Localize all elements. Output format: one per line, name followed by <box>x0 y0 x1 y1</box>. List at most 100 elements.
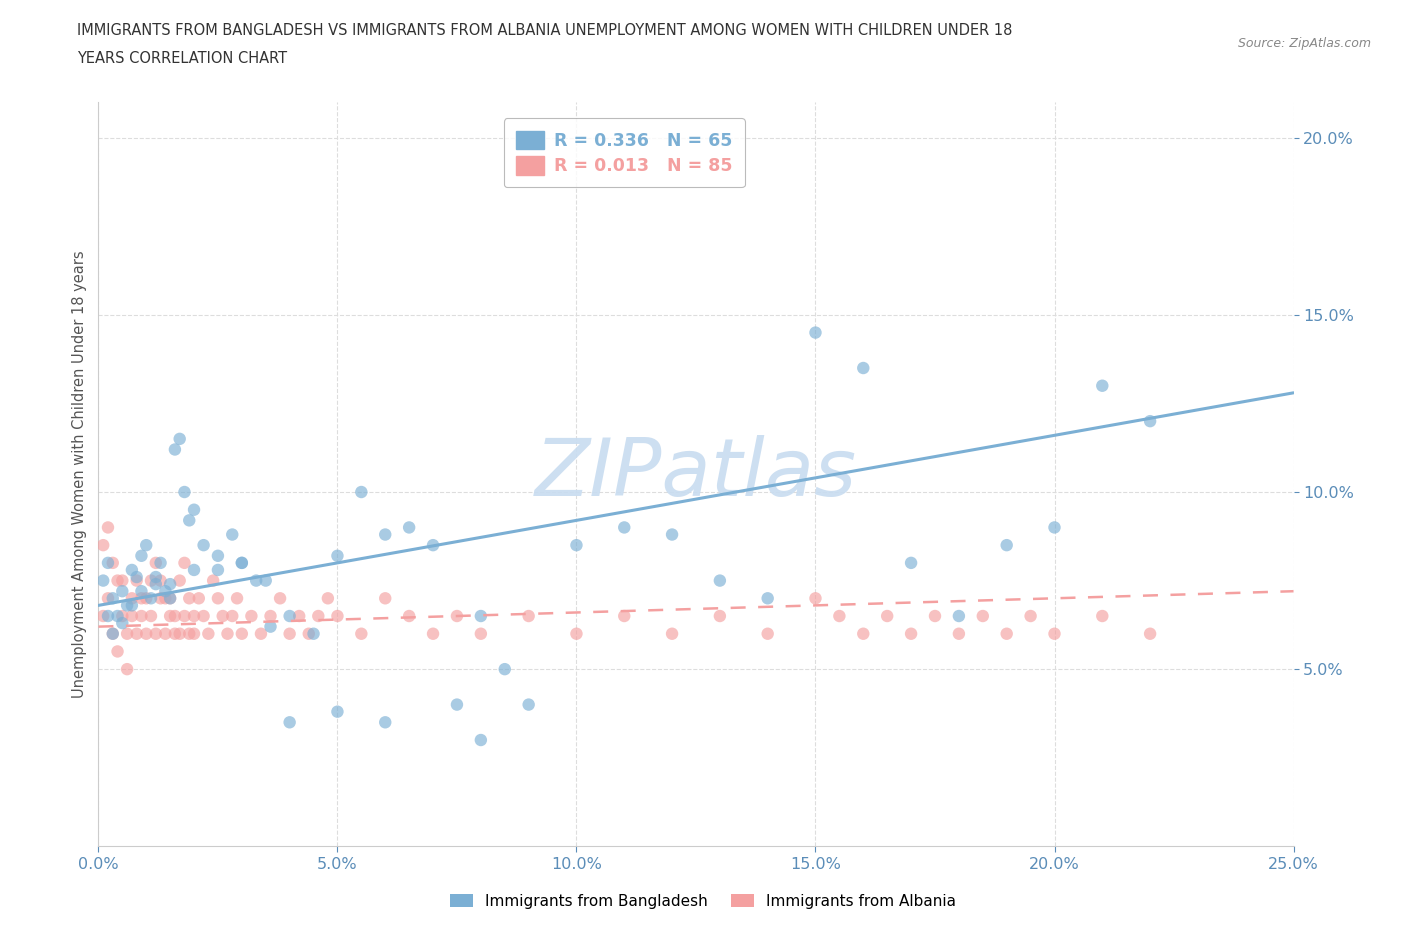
Point <box>131 584 153 599</box>
Text: YEARS CORRELATION CHART: YEARS CORRELATION CHART <box>77 51 287 66</box>
Point <box>804 326 827 340</box>
Text: ZIPatlas: ZIPatlas <box>534 435 858 513</box>
Point <box>193 538 215 552</box>
Point <box>298 626 321 641</box>
Point <box>131 549 153 564</box>
Point <box>145 555 167 570</box>
Point <box>183 608 205 623</box>
Point <box>900 626 922 641</box>
Point <box>876 608 898 623</box>
Point <box>211 608 233 623</box>
Point <box>169 626 191 641</box>
Point <box>995 626 1018 641</box>
Point <box>149 555 172 570</box>
Point <box>221 608 243 623</box>
Point <box>107 608 129 623</box>
Point <box>169 432 191 446</box>
Point <box>155 591 177 605</box>
Point <box>121 563 143 578</box>
Point <box>661 626 683 641</box>
Point <box>1091 379 1114 393</box>
Point <box>446 608 468 623</box>
Point <box>900 555 922 570</box>
Point <box>613 520 636 535</box>
Point <box>852 361 875 376</box>
Point <box>494 662 516 677</box>
Point <box>245 573 267 588</box>
Point <box>173 608 195 623</box>
Point <box>135 591 157 605</box>
Point <box>187 591 209 605</box>
Point <box>565 538 588 552</box>
Point <box>163 608 186 623</box>
Point <box>179 513 201 528</box>
Point <box>756 591 779 605</box>
Point <box>145 569 167 584</box>
Point <box>1139 626 1161 641</box>
Point <box>231 555 253 570</box>
Point <box>302 626 325 641</box>
Point <box>202 573 225 588</box>
Point <box>948 608 970 623</box>
Point <box>145 577 167 591</box>
Point <box>288 608 311 623</box>
Point <box>101 555 124 570</box>
Point <box>278 608 301 623</box>
Point <box>374 591 396 605</box>
Point <box>422 538 444 552</box>
Point <box>226 591 249 605</box>
Point <box>470 626 492 641</box>
Text: Source: ZipAtlas.com: Source: ZipAtlas.com <box>1237 37 1371 50</box>
Point <box>422 626 444 641</box>
Point <box>1019 608 1042 623</box>
Point <box>804 591 827 605</box>
Point <box>135 626 157 641</box>
Point <box>131 608 153 623</box>
Point <box>278 715 301 730</box>
Point <box>125 573 148 588</box>
Point <box>193 608 215 623</box>
Point <box>101 591 124 605</box>
Point <box>828 608 851 623</box>
Point <box>661 527 683 542</box>
Point <box>155 584 177 599</box>
Point <box>183 563 205 578</box>
Point <box>1043 626 1066 641</box>
Point <box>111 608 134 623</box>
Point <box>159 591 181 605</box>
Point <box>709 608 731 623</box>
Point <box>470 608 492 623</box>
Point <box>207 591 229 605</box>
Point <box>269 591 291 605</box>
Point <box>517 608 540 623</box>
Point <box>97 555 120 570</box>
Legend: R = 0.336   N = 65, R = 0.013   N = 85: R = 0.336 N = 65, R = 0.013 N = 85 <box>503 118 745 187</box>
Point <box>111 584 134 599</box>
Point <box>374 527 396 542</box>
Point <box>121 608 143 623</box>
Point <box>756 626 779 641</box>
Point <box>398 608 420 623</box>
Point <box>159 577 181 591</box>
Point <box>111 573 134 588</box>
Point <box>97 591 120 605</box>
Point <box>972 608 994 623</box>
Point <box>613 608 636 623</box>
Point <box>240 608 263 623</box>
Point <box>163 442 186 457</box>
Point <box>159 608 181 623</box>
Point <box>470 733 492 748</box>
Point <box>125 626 148 641</box>
Point <box>250 626 273 641</box>
Point <box>155 626 177 641</box>
Point <box>115 662 138 677</box>
Point <box>115 626 138 641</box>
Point <box>278 626 301 641</box>
Point <box>101 626 124 641</box>
Point <box>139 591 162 605</box>
Point <box>91 538 114 552</box>
Point <box>91 608 114 623</box>
Point <box>145 626 167 641</box>
Point <box>221 527 243 542</box>
Point <box>565 626 588 641</box>
